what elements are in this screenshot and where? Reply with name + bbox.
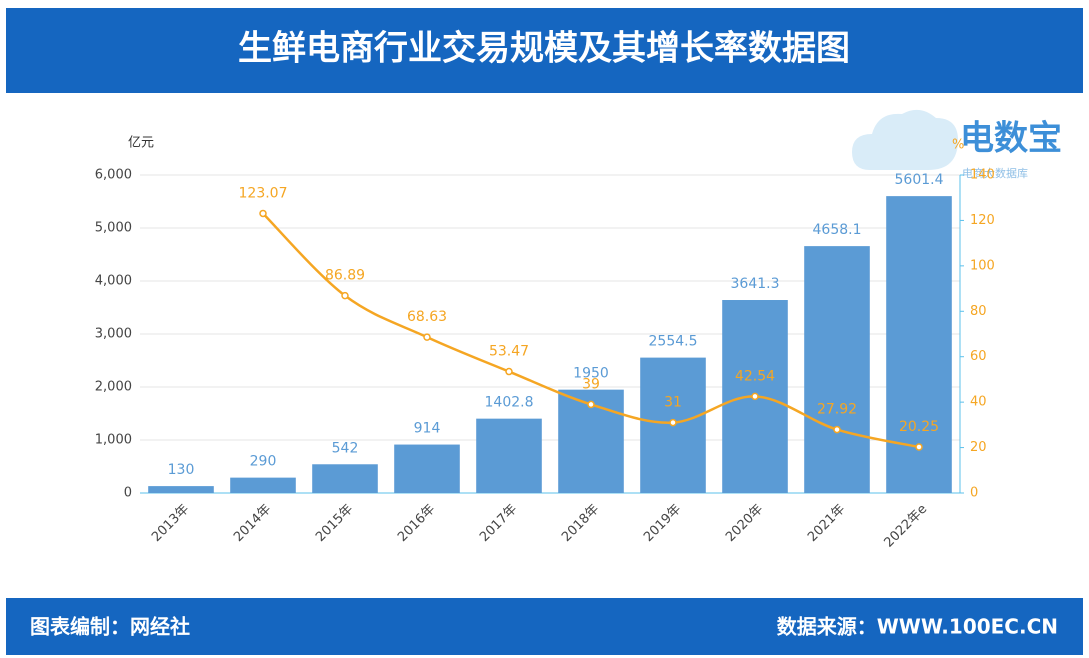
bar: [312, 464, 378, 493]
y-tick-label: 5,000: [95, 221, 132, 236]
line-value-label: 53.47: [489, 344, 529, 360]
y-tick-label: 4,000: [95, 274, 132, 289]
bar: [476, 418, 542, 493]
y2-axis-label: %: [952, 138, 964, 153]
x-tick-label: 2014年: [231, 502, 274, 545]
line-point: [669, 418, 677, 427]
y-tick-label: 1,000: [95, 433, 132, 448]
y2-tick-label: 120: [970, 213, 995, 228]
x-tick-label: 2019年: [641, 502, 684, 545]
line-value-label: 123.07: [239, 185, 288, 201]
bar-value-label: 3641.3: [731, 276, 780, 292]
x-tick-label: 2017年: [477, 502, 520, 545]
line-point: [341, 291, 349, 300]
bar-value-label: 5601.4: [895, 172, 944, 188]
footer-band: [6, 598, 1083, 655]
y2-tick-label: 100: [970, 258, 995, 273]
x-tick-label: 2013年: [149, 502, 192, 545]
y-tick-label: 2,000: [95, 380, 132, 395]
line-value-label: 27.92: [817, 402, 857, 418]
line-point: [915, 443, 923, 451]
header-band: [6, 8, 1083, 93]
logo-subtitle: 电商大数据库: [962, 166, 1028, 180]
line-value-label: 42.54: [735, 368, 775, 384]
x-tick-label: 2018年: [559, 502, 602, 545]
y-tick-label: 3,000: [95, 327, 132, 342]
logo-name: 电数宝: [960, 119, 1062, 159]
bar-value-label: 4658.1: [813, 222, 862, 238]
bar: [804, 246, 870, 493]
bar-value-label: 2554.5: [649, 334, 698, 350]
footer-left: 图表编制：网经社: [30, 615, 190, 639]
line-value-label: 20.25: [899, 419, 939, 435]
y2-tick-label: 140: [970, 168, 995, 183]
x-tick-label: 2016年: [395, 502, 438, 545]
bar-value-label: 1950: [573, 366, 609, 382]
y-axis-label: 亿元: [128, 136, 154, 151]
y-tick-label: 0: [124, 486, 132, 501]
line-point: [505, 367, 513, 376]
x-tick-label: 2015年: [313, 502, 356, 545]
line-value-label: 31: [664, 395, 682, 411]
line-value-label: 39: [582, 376, 600, 392]
y2-tick-label: 80: [970, 304, 987, 319]
plot: 0 1,000 2,000 3,000 4,000 5,000 6,000 0 20 40 60 80…: [95, 168, 995, 551]
bar-value-label: 1402.8: [485, 395, 534, 411]
x-tick-label: 2021年: [805, 502, 848, 545]
bar-value-label: 914: [414, 421, 441, 437]
x-tick-label: 2020年: [723, 502, 766, 545]
logo: 电数宝 电商大数据库: [852, 109, 1062, 180]
bar: [230, 477, 296, 493]
x-tick-label: 2022年e: [881, 502, 930, 551]
y2-tick-label: 40: [970, 395, 987, 410]
bar: [394, 444, 460, 493]
y2-tick-label: 60: [970, 349, 987, 364]
bar-value-label: 290: [250, 454, 277, 470]
y2-tick-label: 20: [970, 440, 987, 455]
y-tick-label: 6,000: [95, 168, 132, 183]
bar: [148, 486, 214, 493]
line-point: [833, 425, 841, 434]
line-point: [587, 400, 595, 409]
logo-cloud: [852, 109, 958, 170]
footer-right: 数据来源：WWW.100EC.CN: [777, 615, 1058, 639]
line-point: [751, 392, 759, 401]
line-point: [259, 209, 267, 218]
bar-value-label: 542: [332, 440, 359, 456]
y2-tick-label: 0: [970, 486, 978, 501]
line-point: [423, 333, 431, 341]
bar-value-label: 130: [168, 462, 195, 478]
line-value-label: 68.63: [407, 309, 447, 325]
page-title: 生鲜电商行业交易规模及其增长率数据图: [238, 29, 850, 69]
line-value-label: 86.89: [325, 268, 365, 284]
